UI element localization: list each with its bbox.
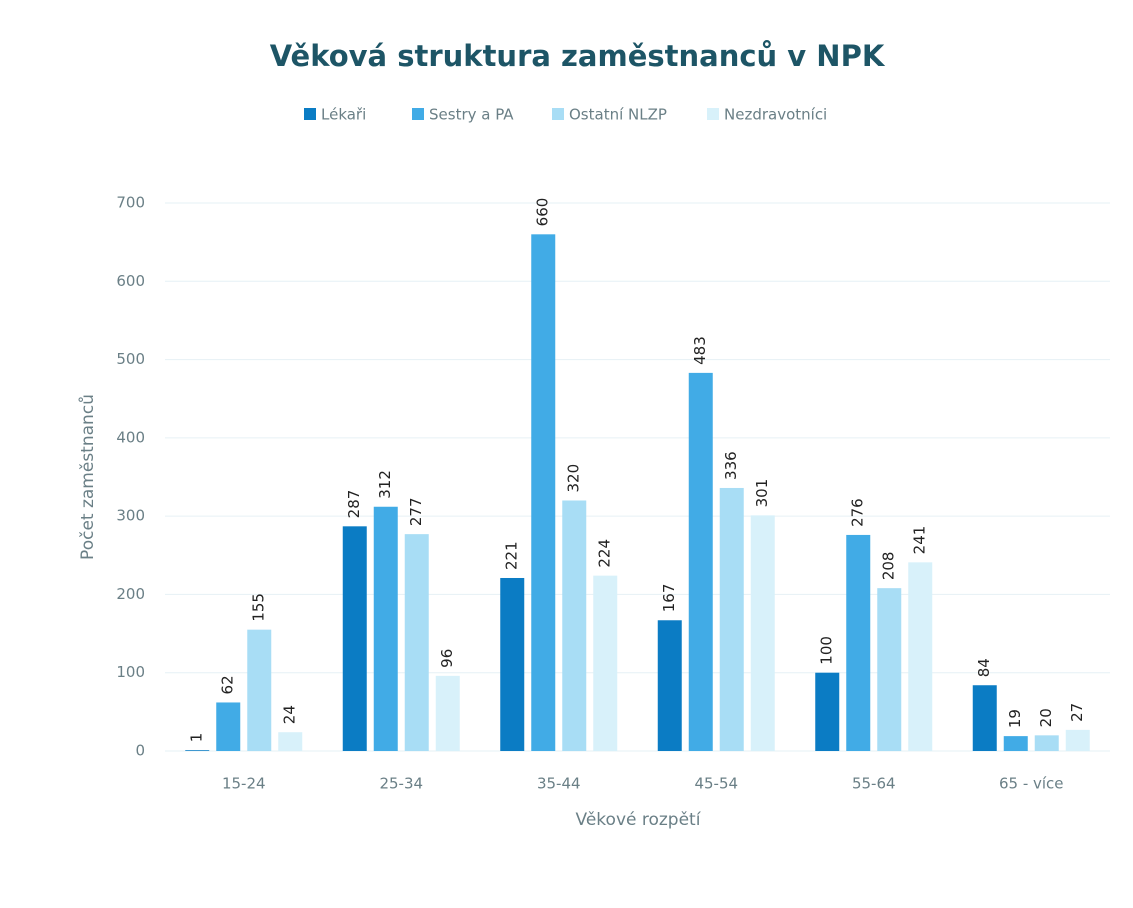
data-label: 208 xyxy=(880,552,898,581)
data-label: 660 xyxy=(534,198,552,227)
legend-swatch xyxy=(412,108,424,120)
data-label: 1 xyxy=(188,733,206,743)
data-label: 241 xyxy=(911,526,929,555)
data-label: 19 xyxy=(1006,709,1024,728)
data-label: 277 xyxy=(407,498,425,527)
x-tick-label: 45-54 xyxy=(694,775,738,793)
bar xyxy=(719,487,744,751)
x-tick-label: 15-24 xyxy=(222,775,266,793)
bar xyxy=(278,732,303,751)
y-tick-label: 200 xyxy=(116,585,145,603)
data-label: 221 xyxy=(503,541,521,570)
bar xyxy=(1034,735,1059,751)
bar xyxy=(500,577,525,751)
x-tick-label: 35-44 xyxy=(537,775,581,793)
x-tick-label: 55-64 xyxy=(852,775,896,793)
data-label: 24 xyxy=(281,705,299,724)
data-label: 320 xyxy=(565,464,583,493)
bar xyxy=(877,588,902,751)
data-label: 301 xyxy=(753,479,771,508)
data-label: 312 xyxy=(376,470,394,499)
bar xyxy=(435,675,460,751)
chart-title: Věková struktura zaměstnanců v NPK xyxy=(270,39,886,73)
y-axis-label: Počet zaměstnanců xyxy=(78,394,98,560)
data-label: 155 xyxy=(250,593,268,622)
legend-label: Ostatní NLZP xyxy=(569,106,667,124)
bar xyxy=(216,702,241,751)
data-label: 84 xyxy=(975,658,993,677)
data-label: 276 xyxy=(849,498,867,527)
bar xyxy=(1065,729,1090,751)
legend-swatch xyxy=(552,108,564,120)
x-tick-label: 65 - více xyxy=(999,775,1064,793)
bar xyxy=(750,515,775,751)
data-label: 20 xyxy=(1037,708,1055,727)
y-tick-label: 300 xyxy=(116,507,145,525)
bar xyxy=(815,672,840,751)
bar xyxy=(846,534,871,751)
data-label: 224 xyxy=(596,539,614,568)
bar xyxy=(593,575,618,751)
legend-label: Nezdravotníci xyxy=(724,106,827,124)
bar xyxy=(185,750,210,751)
data-label: 27 xyxy=(1068,703,1086,722)
data-label: 62 xyxy=(219,675,237,694)
bar xyxy=(1003,736,1028,751)
bar xyxy=(342,526,367,751)
y-tick-label: 100 xyxy=(116,663,145,681)
bar xyxy=(908,562,933,751)
data-label: 483 xyxy=(691,336,709,365)
y-tick-label: 600 xyxy=(116,272,145,290)
bar xyxy=(247,629,272,751)
data-label: 167 xyxy=(660,584,678,613)
bar xyxy=(404,534,429,751)
y-tick-label: 700 xyxy=(116,194,145,212)
bar xyxy=(531,234,556,752)
data-label: 287 xyxy=(345,490,363,519)
bar xyxy=(657,620,682,751)
bar xyxy=(373,506,398,751)
data-label: 96 xyxy=(438,649,456,668)
data-label: 100 xyxy=(818,636,836,665)
bar xyxy=(972,685,997,751)
x-axis-label: Věkové rozpětí xyxy=(576,810,702,830)
y-tick-label: 500 xyxy=(116,350,145,368)
legend-swatch xyxy=(304,108,316,120)
bar xyxy=(562,500,587,751)
x-tick-label: 25-34 xyxy=(379,775,423,793)
legend-swatch xyxy=(707,108,719,120)
bar xyxy=(688,372,713,751)
y-tick-label: 400 xyxy=(116,428,145,446)
legend-label: Lékaři xyxy=(321,106,366,124)
y-tick-label: 0 xyxy=(135,742,145,760)
legend-label: Sestry a PA xyxy=(429,106,514,124)
data-label: 336 xyxy=(722,451,740,480)
